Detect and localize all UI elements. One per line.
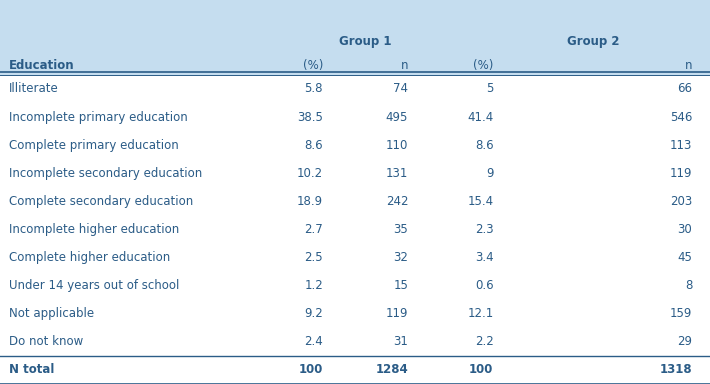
Text: 119: 119 [386, 307, 408, 320]
Text: 1.2: 1.2 [305, 279, 323, 292]
Text: 18.9: 18.9 [297, 195, 323, 208]
Text: Under 14 years out of school: Under 14 years out of school [9, 279, 179, 292]
Text: 5: 5 [486, 83, 493, 96]
Text: Incomplete secondary education: Incomplete secondary education [9, 167, 202, 180]
Text: 66: 66 [677, 83, 692, 96]
Text: Education: Education [9, 60, 74, 73]
Text: n: n [684, 60, 692, 73]
Text: 9.2: 9.2 [305, 307, 323, 320]
Text: Complete primary education: Complete primary education [9, 139, 178, 152]
Text: 2.4: 2.4 [305, 335, 323, 348]
Text: 3.4: 3.4 [475, 251, 493, 264]
Text: 5.8: 5.8 [305, 83, 323, 96]
Text: Complete higher education: Complete higher education [9, 251, 170, 264]
Text: 12.1: 12.1 [467, 307, 493, 320]
Text: 2.3: 2.3 [475, 223, 493, 236]
Text: 1318: 1318 [660, 363, 692, 376]
Text: (%): (%) [302, 60, 323, 73]
Text: Group 1: Group 1 [339, 35, 392, 48]
Text: 32: 32 [393, 251, 408, 264]
Text: 38.5: 38.5 [297, 111, 323, 124]
Text: 30: 30 [677, 223, 692, 236]
Bar [0, 75, 710, 384]
Text: 74: 74 [393, 83, 408, 96]
Text: 41.4: 41.4 [467, 111, 493, 124]
Text: 35: 35 [393, 223, 408, 236]
Text: (%): (%) [473, 60, 493, 73]
Text: 203: 203 [670, 195, 692, 208]
Text: N total: N total [9, 363, 54, 376]
Text: 45: 45 [677, 251, 692, 264]
Text: 15: 15 [393, 279, 408, 292]
Text: 8: 8 [685, 279, 692, 292]
Text: 9: 9 [486, 167, 493, 180]
Text: Do not know: Do not know [9, 335, 83, 348]
Text: 100: 100 [469, 363, 493, 376]
Text: 8.6: 8.6 [305, 139, 323, 152]
Text: 110: 110 [386, 139, 408, 152]
Text: Incomplete higher education: Incomplete higher education [9, 223, 179, 236]
Text: 8.6: 8.6 [475, 139, 493, 152]
Text: 15.4: 15.4 [467, 195, 493, 208]
Text: 131: 131 [386, 167, 408, 180]
Text: Group 2: Group 2 [567, 35, 619, 48]
Text: 100: 100 [299, 363, 323, 376]
Text: 29: 29 [677, 335, 692, 348]
Text: n: n [400, 60, 408, 73]
Text: 2.7: 2.7 [305, 223, 323, 236]
Text: Incomplete primary education: Incomplete primary education [9, 111, 187, 124]
Text: 1284: 1284 [376, 363, 408, 376]
Text: 0.6: 0.6 [475, 279, 493, 292]
Text: 31: 31 [393, 335, 408, 348]
Text: Complete secondary education: Complete secondary education [9, 195, 193, 208]
Text: Illiterate: Illiterate [9, 83, 58, 96]
Text: 2.2: 2.2 [475, 335, 493, 348]
Text: 113: 113 [670, 139, 692, 152]
Text: 2.5: 2.5 [305, 251, 323, 264]
Text: 119: 119 [670, 167, 692, 180]
Text: 242: 242 [386, 195, 408, 208]
Text: 546: 546 [670, 111, 692, 124]
Text: 159: 159 [670, 307, 692, 320]
Text: Not applicable: Not applicable [9, 307, 94, 320]
Text: 10.2: 10.2 [297, 167, 323, 180]
Text: 495: 495 [386, 111, 408, 124]
